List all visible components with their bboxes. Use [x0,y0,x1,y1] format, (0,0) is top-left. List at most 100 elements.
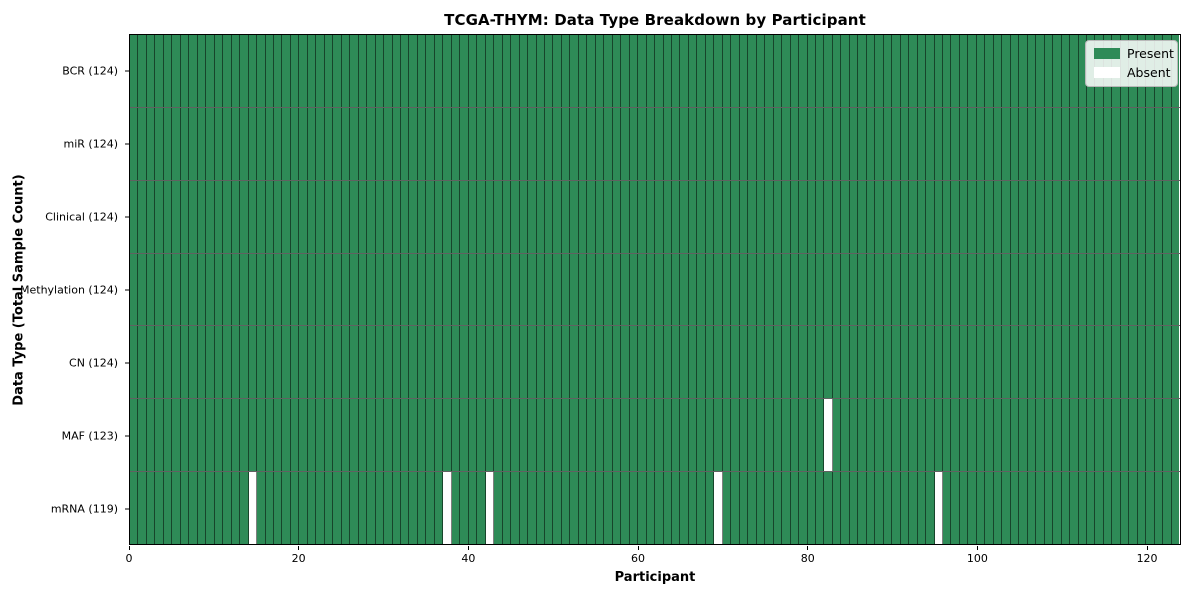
heatmap-cell-present [468,399,478,472]
heatmap-cell-present [968,107,977,180]
heatmap-cell-present [155,399,164,472]
heatmap-cell-present [883,35,893,107]
heatmap-cell-present [299,107,308,180]
heatmap-cell-present [943,107,952,180]
heatmap-cell-present [1002,35,1011,107]
heatmap-cell-present [163,35,173,107]
heatmap-cell-present [1027,326,1037,399]
heatmap-cell-present [384,107,393,180]
heatmap-cell-present [1112,472,1121,545]
heatmap-cell-present [1053,472,1062,545]
heatmap-cell-present [790,399,800,472]
heatmap-cell-present [358,107,368,180]
heatmap-cell-present [138,472,147,545]
heatmap-cell-present [1070,107,1079,180]
y-tick-label: Methylation (124) [20,283,118,296]
y-tick-label: CN (124) [69,356,118,369]
heatmap-cell-present [528,326,537,399]
heatmap-cell-present [900,253,910,326]
heatmap-cell-present [223,107,232,180]
heatmap-cell-present [316,472,325,545]
heatmap-cell-present [511,180,520,253]
heatmap-cell-present [460,472,469,545]
heatmap-cell-present [790,253,800,326]
heatmap-cell-present [1103,253,1113,326]
heatmap-cell-present [561,35,571,107]
heatmap-cell-present [434,326,444,399]
heatmap-cell-present [468,326,478,399]
heatmap-cell-present [612,107,622,180]
heatmap-cell-present [638,107,647,180]
heatmap-cell-present [655,35,664,107]
heatmap-cell-present [578,253,588,326]
heatmap-cell-present [959,399,969,472]
heatmap-cell-present [375,399,385,472]
heatmap-cell-present [790,472,800,545]
heatmap-cell-present [240,253,249,326]
heatmap-cell-present [807,35,816,107]
heatmap-cell-present [477,107,486,180]
heatmap-cell-present [307,107,317,180]
heatmap-cell-present [189,472,198,545]
heatmap-cell-present [231,326,241,399]
heatmap-cell-present [375,253,385,326]
heatmap-cell-present [299,253,308,326]
heatmap-cell-present [748,107,757,180]
heatmap-cell-present [130,472,139,545]
y-tick-label: Clinical (124) [45,210,118,223]
heatmap-cell-present [434,472,444,545]
heatmap-cell-present [307,253,317,326]
heatmap-cell-present [240,107,249,180]
heatmap-cell-present [688,35,698,107]
heatmap-cell-present [248,399,258,472]
heatmap-cell-present [976,180,986,253]
heatmap-cell-present [257,326,266,399]
heatmap-cell-present [595,253,605,326]
heatmap-cell-present [494,399,503,472]
heatmap-cell-present [680,472,689,545]
heatmap-cell-present [799,472,808,545]
heatmap-cell-present [697,107,706,180]
heatmap-cell-present [451,107,461,180]
legend-swatch-absent [1094,67,1120,79]
heatmap-cell-present [1137,107,1147,180]
heatmap-cell-present [273,35,283,107]
heatmap-cell-present [909,107,918,180]
heatmap-cell-present [155,326,164,399]
heatmap-cell-present [680,180,689,253]
heatmap-cell-present [832,326,842,399]
heatmap-cell-present [341,35,351,107]
heatmap-cell-present [1086,326,1096,399]
heatmap-cell-present [765,107,774,180]
heatmap-cell-present [417,472,427,545]
heatmap-cell-present [773,326,783,399]
heatmap-cell-present [621,107,630,180]
heatmap-cell-present [722,472,732,545]
heatmap-cell-present [341,180,351,253]
heatmap-cell-present [731,180,740,253]
heatmap-cell-present [638,35,647,107]
heatmap-cell-present [1095,253,1104,326]
heatmap-cell-present [511,472,520,545]
heatmap-cell-present [1070,180,1079,253]
heatmap-cell-present [1070,35,1079,107]
heatmap-cell-present [443,107,452,180]
heatmap-cell-present [807,472,816,545]
heatmap-cell-present [1120,326,1130,399]
heatmap-cell-present [409,180,418,253]
heatmap-cell-present [231,107,241,180]
heatmap-cell-present [900,35,910,107]
heatmap-cell-present [1036,399,1045,472]
heatmap-cell-present [180,472,190,545]
heatmap-cell-present [1053,35,1062,107]
heatmap-cell-present [341,107,351,180]
heatmap-cell-present [426,399,435,472]
heatmap-cell-present [934,253,943,326]
heatmap-cell-present [621,472,630,545]
heatmap-cell-present [1078,399,1087,472]
x-tick-mark [1146,546,1148,550]
heatmap-cell-present [672,35,681,107]
legend-entry-present: Present [1094,47,1174,61]
heatmap-cell-present [197,35,207,107]
